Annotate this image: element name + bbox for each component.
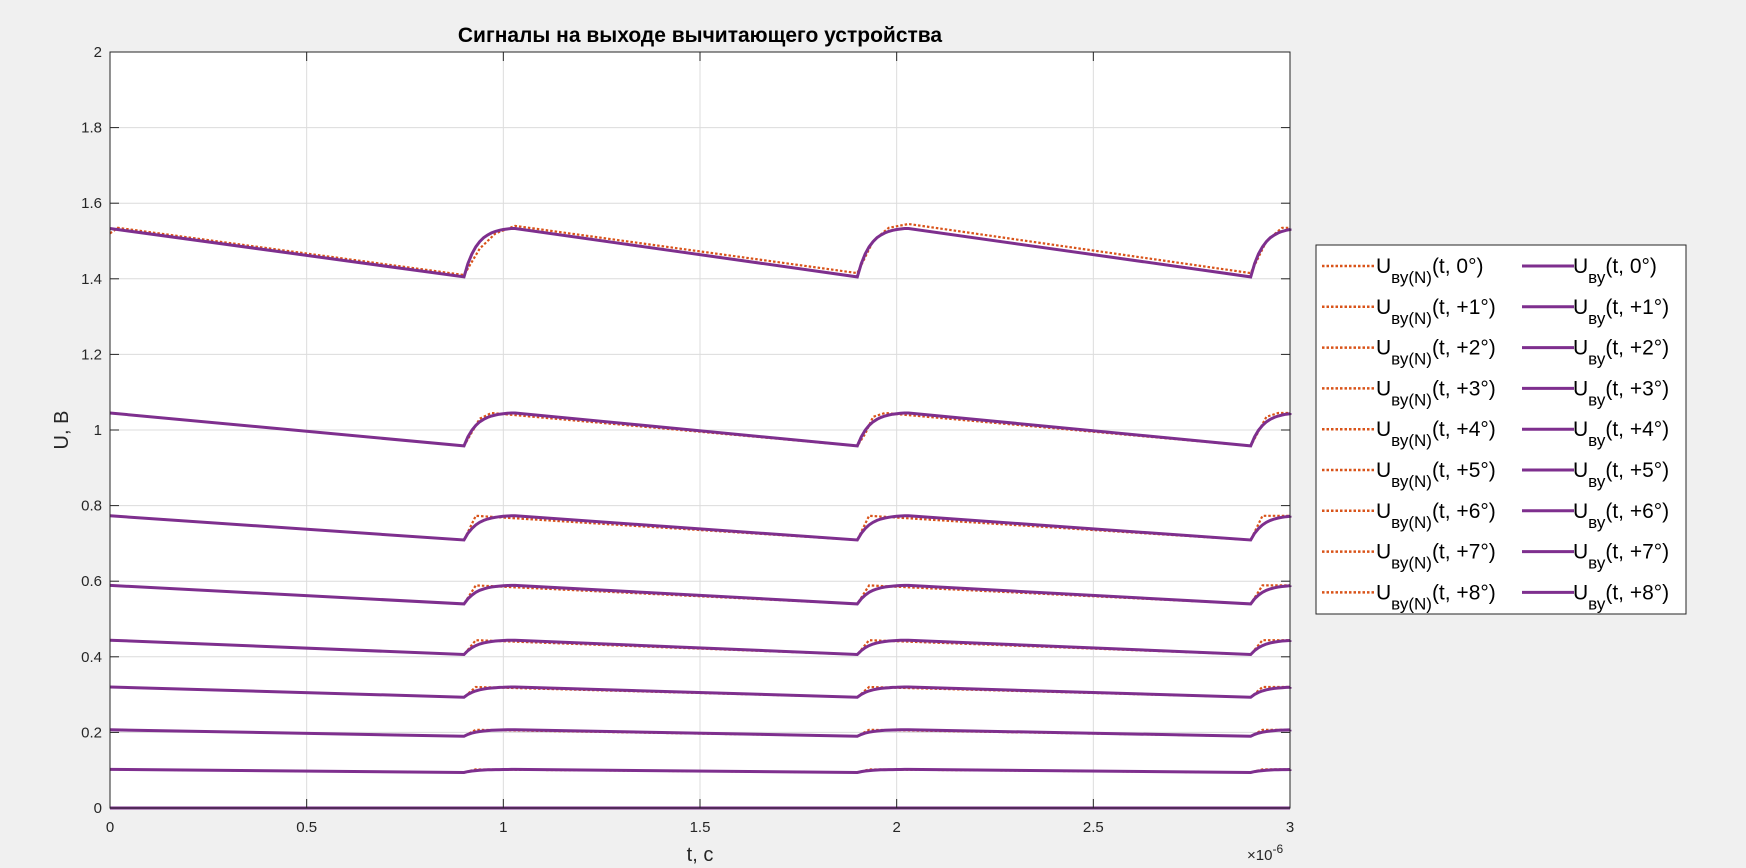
legend-entry-dotted: Uву(N)(t, +8°) (1376, 581, 1496, 613)
y-tick-label: 1.8 (81, 120, 102, 137)
y-tick-label: 1 (94, 422, 102, 439)
solid-series-line (109, 638, 1292, 657)
solid-series-line (109, 411, 1292, 448)
legend-entry-solid: Uву(t, 0°) (1573, 255, 1657, 287)
y-tick-label: 0 (94, 800, 102, 817)
legend-box (1315, 244, 1687, 615)
legend-entry-solid: Uву(t, +8°) (1573, 581, 1669, 613)
solid-series-line (109, 583, 1292, 606)
legend-entry-solid: Uву(t, +1°) (1573, 296, 1669, 328)
legend-entry-solid: Uву(t, +7°) (1573, 541, 1669, 573)
y-tick-label: 0.8 (81, 498, 102, 515)
y-tick-label: 0.2 (81, 724, 102, 741)
legend-entry-dotted: Uву(N)(t, +1°) (1376, 296, 1496, 328)
legend: Uву(N)(t, 0°) Uву(t, 0°) Uву(N)(t, +1°) Uву… (1315, 244, 1687, 615)
x-tick-label: 0 (106, 819, 114, 836)
legend-entry-solid: Uву(t, +3°) (1573, 377, 1669, 409)
y-tick-label: 0.6 (81, 573, 102, 590)
legend-entry-solid: Uву(t, +6°) (1573, 500, 1669, 532)
legend-entry-solid: Uву(t, +5°) (1573, 459, 1669, 491)
legend-entry-dotted: Uву(N)(t, +6°) (1376, 500, 1496, 532)
legend-entry-solid: Uву(t, +4°) (1573, 418, 1669, 450)
y-tick-label: 0.4 (81, 649, 102, 666)
x-tick-label: 1 (499, 819, 507, 836)
legend-entry-dotted: Uву(N)(t, +5°) (1376, 459, 1496, 491)
x-tick-label: 3 (1286, 819, 1294, 836)
y-tick-label: 2 (94, 44, 102, 61)
dotted-series-line (109, 411, 1290, 448)
y-tick-label: 1.2 (81, 346, 102, 363)
legend-entry-dotted: Uву(N)(t, +4°) (1376, 418, 1496, 450)
x-axis-exponent: ×10-6 (1247, 842, 1283, 864)
ticks: 0 0.5 1 1.5 2 2.5 3 0 0.2 0.4 0.6 0.8 1 1.2 1.4 1.6 1.8 2 (81, 44, 1294, 836)
y-axis-label: U, B (51, 411, 73, 450)
x-tick-label: 0.5 (296, 819, 317, 836)
solid-series-line (109, 728, 1292, 738)
y-tick-label: 1.4 (81, 271, 102, 288)
legend-entry-dotted: Uву(N)(t, +3°) (1376, 377, 1496, 409)
legend-entry-solid: Uву(t, +2°) (1573, 337, 1669, 369)
legend-entry-dotted: Uву(N)(t, +7°) (1376, 541, 1496, 573)
x-tick-label: 2 (892, 819, 900, 836)
solid-series-line (109, 227, 1292, 279)
legend-entry-dotted: Uву(N)(t, +2°) (1376, 337, 1496, 369)
solid-series-line (109, 514, 1292, 542)
solid-series-line (109, 767, 1292, 775)
y-tick-label: 1.6 (81, 195, 102, 212)
dotted-series-line (109, 584, 1290, 606)
chart-title: Сигналы на выходе вычитающего устройства (458, 24, 943, 47)
solid-series-line (109, 685, 1292, 699)
x-tick-label: 2.5 (1083, 819, 1104, 836)
legend-entry-dotted: Uву(N)(t, 0°) (1376, 255, 1484, 287)
x-tick-label: 1.5 (690, 819, 711, 836)
x-axis-label: t, c (687, 844, 714, 866)
